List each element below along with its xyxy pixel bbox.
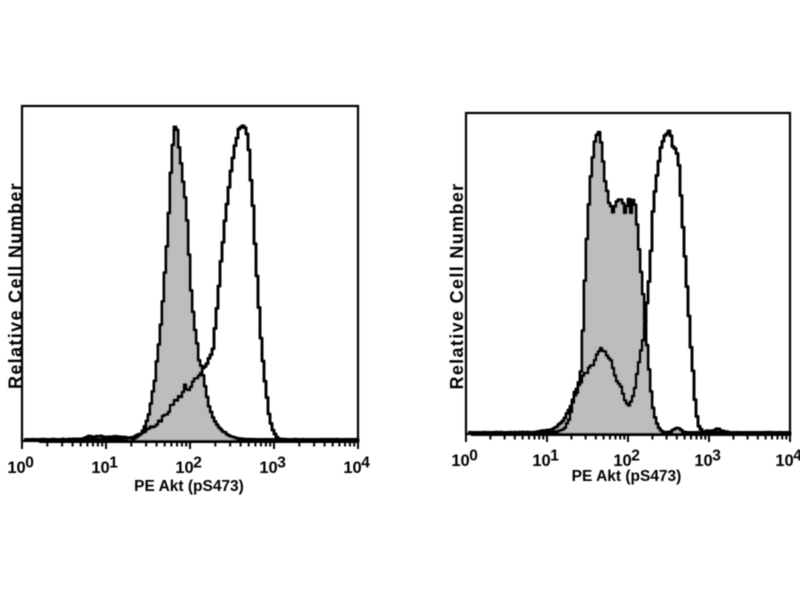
- svg-text:10: 10: [775, 452, 793, 470]
- svg-text:10: 10: [343, 459, 361, 477]
- svg-text:Relative Cell Number: Relative Cell Number: [447, 182, 467, 389]
- svg-text:4: 4: [793, 448, 800, 465]
- svg-text:0: 0: [25, 455, 34, 472]
- svg-text:1: 1: [550, 448, 559, 465]
- svg-text:10: 10: [532, 452, 550, 470]
- svg-text:1: 1: [109, 455, 118, 472]
- svg-text:10: 10: [91, 459, 109, 477]
- svg-text:2: 2: [193, 455, 202, 472]
- svg-text:PE Akt (pS473): PE Akt (pS473): [134, 478, 244, 495]
- svg-text:4: 4: [361, 455, 370, 472]
- svg-text:0: 0: [469, 448, 478, 465]
- svg-text:10: 10: [613, 452, 631, 470]
- svg-text:2: 2: [631, 448, 640, 465]
- svg-text:Relative Cell Number: Relative Cell Number: [6, 182, 26, 389]
- svg-text:10: 10: [259, 459, 277, 477]
- svg-text:10: 10: [694, 452, 712, 470]
- svg-text:3: 3: [277, 455, 286, 472]
- svg-text:10: 10: [175, 459, 193, 477]
- svg-text:10: 10: [451, 452, 469, 470]
- svg-text:PE Akt (pS473): PE Akt (pS473): [572, 468, 682, 485]
- svg-text:10: 10: [7, 459, 25, 477]
- svg-text:3: 3: [712, 448, 721, 465]
